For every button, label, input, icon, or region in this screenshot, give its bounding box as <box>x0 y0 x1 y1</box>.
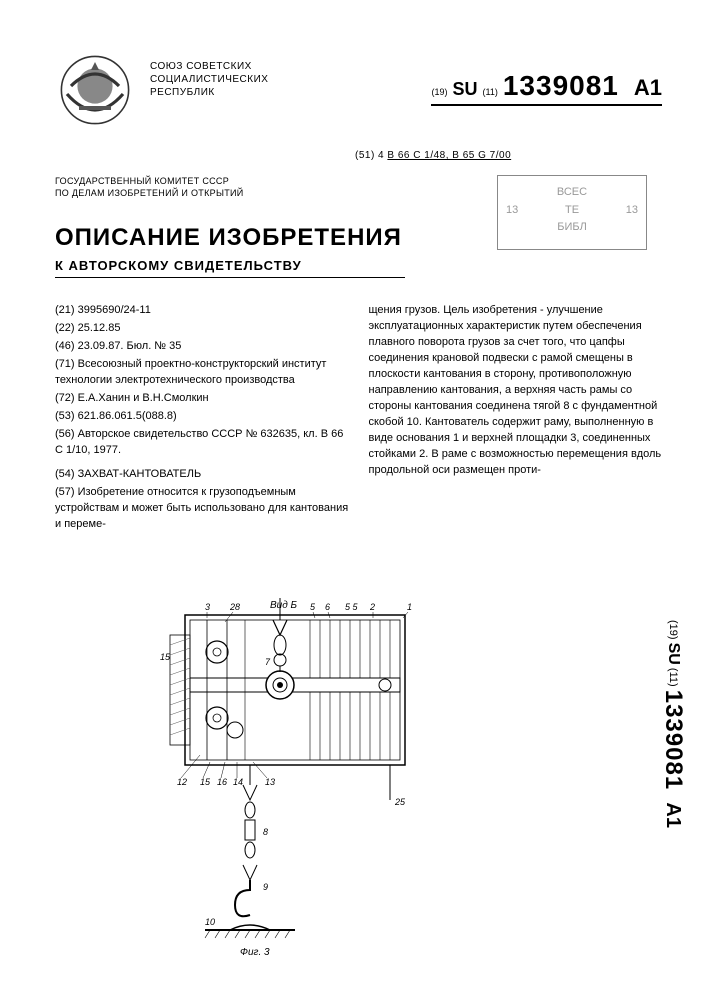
field-53: (53) 621.86.061.5(088.8) <box>55 409 349 425</box>
field-56: (56) Авторское свидетельство СССР № 6326… <box>55 427 349 459</box>
state-emblem <box>55 50 135 130</box>
field-71: (71) Всесоюзный проектно-конструкторский… <box>55 357 349 389</box>
label-12: 12 <box>177 777 187 787</box>
union-line2: СОЦИАЛИСТИЧЕСКИХ <box>150 73 416 86</box>
class-codes: B 66 C 1/48, B 65 G 7/00 <box>387 150 511 161</box>
label-7: 7 <box>265 657 271 667</box>
union-label: СОЮЗ СОВЕТСКИХ СОЦИАЛИСТИЧЕСКИХ РЕСПУБЛИ… <box>150 50 416 99</box>
label-28: 28 <box>229 602 240 612</box>
stamp-l4: БИБЛ <box>506 219 638 237</box>
label-1: 1 <box>407 602 412 612</box>
stamp-l2: 13 <box>506 202 518 220</box>
label-14: 14 <box>233 777 243 787</box>
label-55: 5 5 <box>345 602 359 612</box>
label-10: 10 <box>205 917 215 927</box>
side-19: (19) <box>667 620 679 640</box>
union-line3: РЕСПУБЛИК <box>150 86 416 99</box>
label-5a: 5 <box>310 602 316 612</box>
code-19: (19) <box>431 87 447 97</box>
label-13: 13 <box>265 777 275 787</box>
field-57: (57) Изобретение относится к грузоподъем… <box>55 485 349 533</box>
abstract-continuation: щения грузов. Цель изобретения - улучшен… <box>369 303 663 478</box>
side-11: (11) <box>667 668 679 687</box>
side-doc-number: (19) SU (11) 1339081 A1 <box>659 620 687 828</box>
left-column: (21) 3995690/24-11 (22) 25.12.85 (46) 23… <box>55 303 349 534</box>
field-22: (22) 25.12.85 <box>55 321 349 337</box>
code-su: SU <box>453 79 478 100</box>
label-3: 3 <box>205 602 210 612</box>
label-25: 25 <box>394 797 406 807</box>
label-6: 6 <box>325 602 330 612</box>
patent-number: 1339081 <box>503 70 619 102</box>
label-2: 2 <box>369 602 375 612</box>
field-54: (54) ЗАХВАТ-КАНТОВАТЕЛЬ <box>55 467 349 483</box>
abstract-columns: (21) 3995690/24-11 (22) 25.12.85 (46) 23… <box>55 303 662 534</box>
stamp-l3: ТЕ <box>565 202 579 220</box>
library-stamp: ВСЕС 13 ТЕ 13 БИБЛ <box>497 175 647 250</box>
field-46: (46) 23.09.87. Бюл. № 35 <box>55 339 349 355</box>
stamp-l2b: 13 <box>626 202 638 220</box>
figure-3: 3 28 Вид Б 5 6 5 5 2 1 7 15 12 15 16 14 … <box>145 590 465 960</box>
document-number-block: (19) SU (11) 1339081 A1 <box>431 50 662 106</box>
union-line1: СОЮЗ СОВЕТСКИХ <box>150 60 416 73</box>
ipc-classification: (51) 4 B 66 C 1/48, B 65 G 7/00 <box>355 150 662 161</box>
field-21: (21) 3995690/24-11 <box>55 303 349 319</box>
label-8: 8 <box>263 827 268 837</box>
class-prefix: (51) 4 <box>355 150 384 161</box>
stamp-l1: ВСЕС <box>506 184 638 202</box>
label-16: 16 <box>217 777 227 787</box>
label-9: 9 <box>263 882 268 892</box>
side-num: 1339081 <box>660 690 687 790</box>
right-column: щения грузов. Цель изобретения - улучшен… <box>369 303 663 534</box>
code-11: (11) <box>483 87 498 97</box>
figure-caption: Фиг. 3 <box>240 947 270 958</box>
field-72: (72) Е.А.Ханин и В.Н.Смолкин <box>55 391 349 407</box>
side-a1: A1 <box>662 802 684 828</box>
view-label: Вид Б <box>270 600 298 611</box>
side-su: SU <box>665 643 682 665</box>
doc-subtitle: К АВТОРСКОМУ СВИДЕТЕЛЬСТВУ <box>55 258 662 273</box>
label-15: 15 <box>160 652 171 662</box>
label-15b: 15 <box>200 777 211 787</box>
code-a1: A1 <box>634 75 662 101</box>
